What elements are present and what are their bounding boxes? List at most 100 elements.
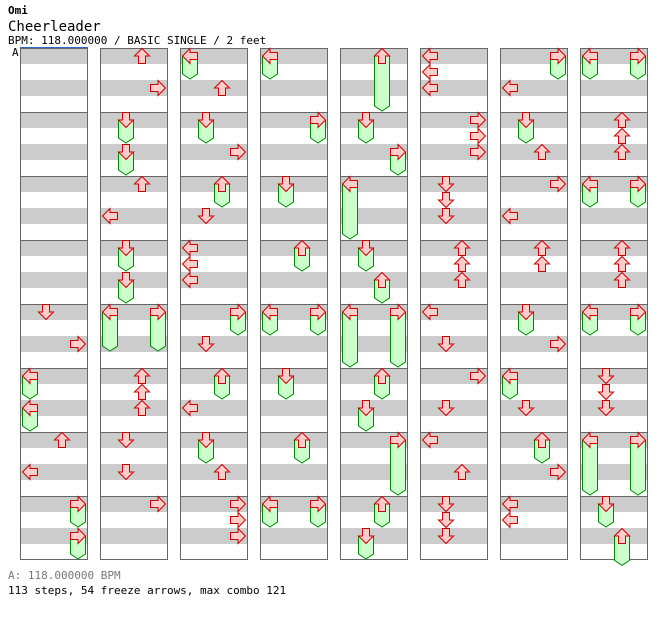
chart-column (340, 48, 408, 560)
chart-stats: 113 steps, 54 freeze arrows, max combo 1… (8, 584, 287, 597)
chart-column (580, 48, 648, 560)
beat-stripe (260, 528, 328, 544)
beat-stripe (260, 80, 328, 96)
beat-stripe (500, 528, 568, 544)
measure (260, 304, 328, 368)
measure (500, 112, 568, 176)
beat-stripe (20, 80, 88, 96)
beat-stripe (20, 144, 88, 160)
measure (260, 112, 328, 176)
beat-stripe (260, 208, 328, 224)
measure (580, 240, 648, 304)
measure (20, 432, 88, 496)
measure (500, 496, 568, 560)
measure (100, 112, 168, 176)
measure (580, 304, 648, 368)
beat-stripe (260, 336, 328, 352)
measure (340, 112, 408, 176)
song-title: Cheerleader (8, 19, 101, 35)
measure (580, 432, 648, 496)
measure (500, 304, 568, 368)
measure (420, 48, 488, 112)
beat-stripe (260, 144, 328, 160)
measure (180, 48, 248, 112)
measure (500, 240, 568, 304)
beat-stripe (580, 336, 648, 352)
measure (580, 112, 648, 176)
measure (100, 240, 168, 304)
chart-column (100, 48, 168, 560)
chart-column (180, 48, 248, 560)
chart-column (20, 48, 88, 560)
measure (20, 496, 88, 560)
measure (340, 496, 408, 560)
measure (340, 368, 408, 432)
measure (180, 176, 248, 240)
measure (20, 240, 88, 304)
beat-stripe (20, 208, 88, 224)
beat-stripe (580, 208, 648, 224)
measure (500, 48, 568, 112)
measure (420, 368, 488, 432)
measure (340, 432, 408, 496)
beat-stripe (20, 48, 88, 64)
measure (260, 240, 328, 304)
measure (260, 176, 328, 240)
measure (420, 112, 488, 176)
measure (180, 368, 248, 432)
measure (100, 496, 168, 560)
measure (500, 176, 568, 240)
beat-stripe (580, 80, 648, 96)
measure (420, 176, 488, 240)
measure (580, 496, 648, 560)
bpm-marker-line (20, 47, 88, 48)
measure (500, 432, 568, 496)
bpm-legend: A: 118.000000 BPM (8, 569, 121, 582)
measure (420, 304, 488, 368)
measure (180, 240, 248, 304)
measure (420, 432, 488, 496)
measure (420, 496, 488, 560)
beat-stripe (260, 400, 328, 416)
measure (500, 368, 568, 432)
measure (580, 48, 648, 112)
measure (580, 176, 648, 240)
measure (340, 304, 408, 368)
measure (100, 368, 168, 432)
measure (100, 48, 168, 112)
beat-stripe (100, 528, 168, 544)
measure (20, 48, 88, 112)
measure (20, 304, 88, 368)
measure (20, 112, 88, 176)
measure (20, 368, 88, 432)
chart-column (420, 48, 488, 560)
measure (180, 496, 248, 560)
beat-stripe (500, 272, 568, 288)
measure (260, 432, 328, 496)
beat-stripe (260, 464, 328, 480)
measure (260, 496, 328, 560)
measure (260, 48, 328, 112)
measure (340, 48, 408, 112)
beat-stripe (20, 176, 88, 192)
measure (100, 176, 168, 240)
bpm-marker-label: A (12, 46, 19, 59)
beat-stripe (20, 240, 88, 256)
chart-column (260, 48, 328, 560)
measure (180, 304, 248, 368)
measure (180, 432, 248, 496)
measure (260, 368, 328, 432)
measure (100, 432, 168, 496)
beat-stripe (20, 272, 88, 288)
beat-stripe (260, 272, 328, 288)
beat-stripe (20, 112, 88, 128)
chart-column (500, 48, 568, 560)
measure (20, 176, 88, 240)
chart-info: BPM: 118.000000 / BASIC SINGLE / 2 feet (8, 34, 267, 47)
artist-name: Omi (8, 4, 28, 17)
measure (420, 240, 488, 304)
measure (100, 304, 168, 368)
measure (340, 176, 408, 240)
measure (580, 368, 648, 432)
measure (340, 240, 408, 304)
